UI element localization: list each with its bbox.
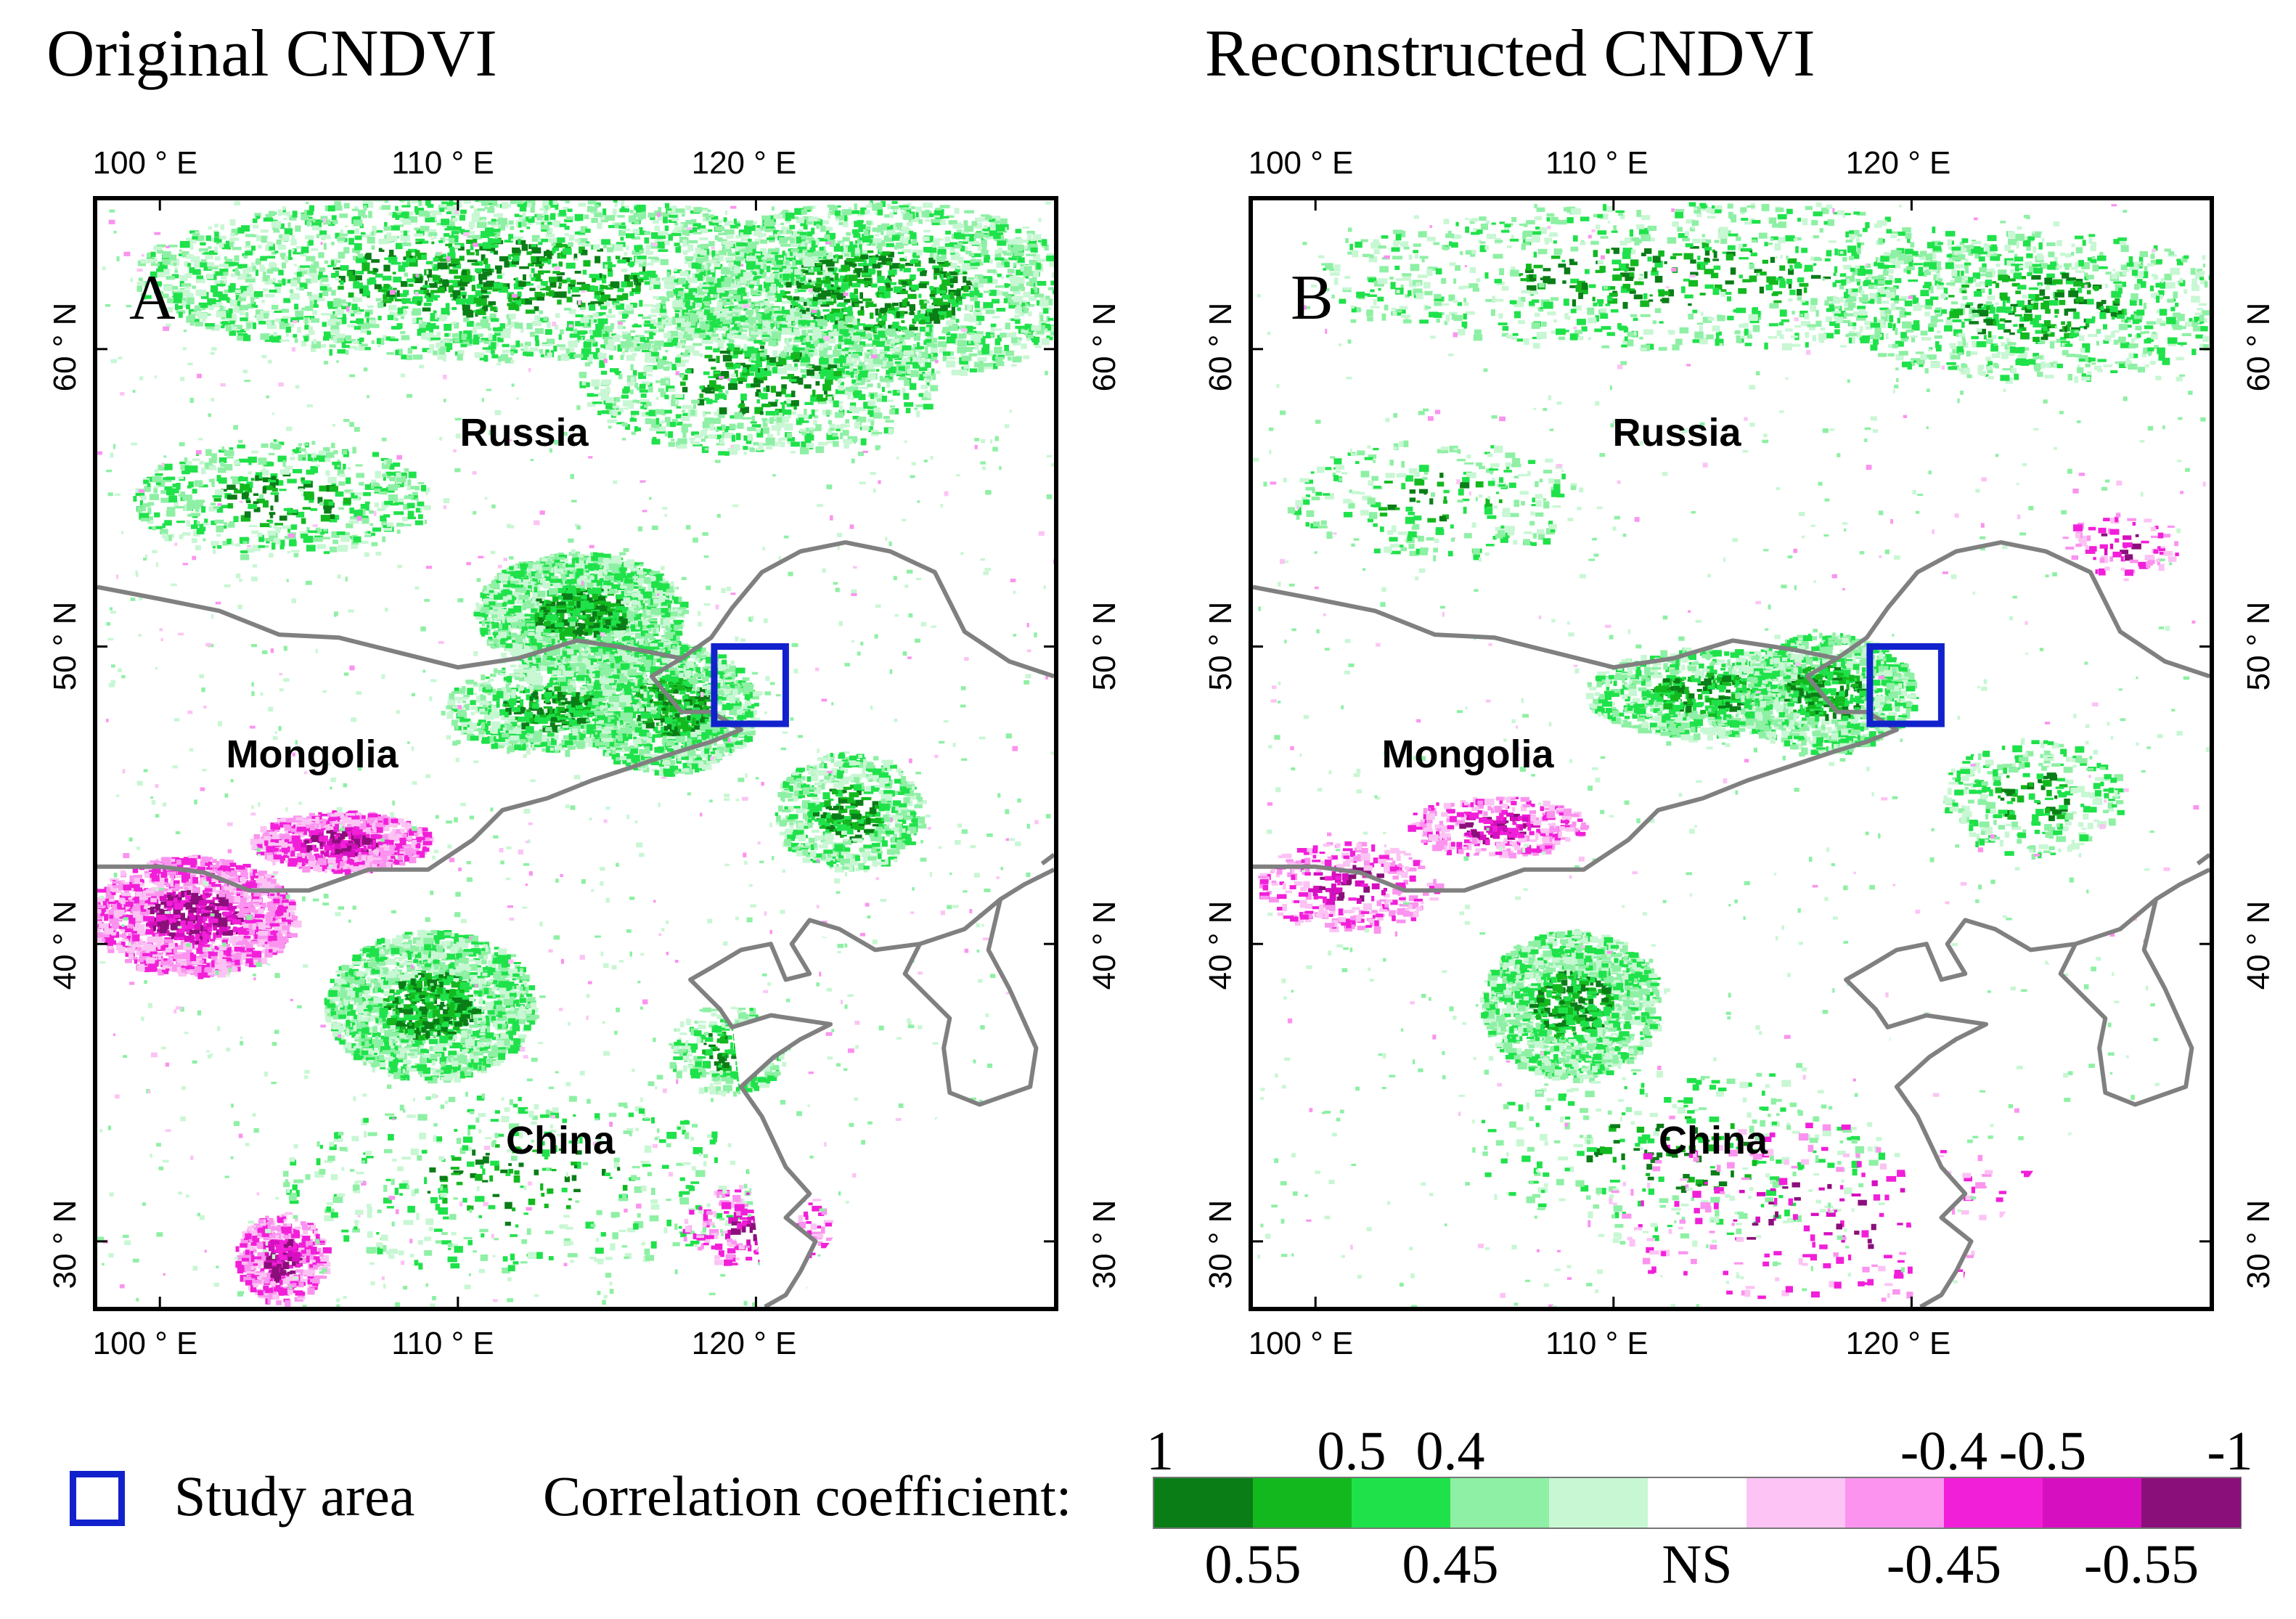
country-border-0 xyxy=(1253,540,2210,679)
colorbar-cell-10 xyxy=(2141,1478,2241,1528)
map-a-canvas xyxy=(97,200,1054,1307)
study-area-box xyxy=(711,643,789,727)
panel-a-label-mongolia: Mongolia xyxy=(226,732,399,777)
sea-area xyxy=(690,920,1054,1307)
panel-a-letter: A xyxy=(129,261,176,335)
panel-a-lon-top-110: 110 ° E xyxy=(391,145,494,182)
panel-b-lat-left-40: 40 ° N xyxy=(1203,901,1239,990)
panel-a-label-russia: Russia xyxy=(459,410,588,455)
panel-a-lon-bottom-110: 110 ° E xyxy=(391,1326,494,1362)
panel-b-lat-left-30: 30 ° N xyxy=(1203,1200,1239,1289)
colorbar-top-label: 0.4 xyxy=(1416,1420,1485,1483)
panel-b-lon-bottom-100: 100 ° E xyxy=(1249,1326,1354,1362)
panel-a-lat-left-50: 50 ° N xyxy=(47,602,83,691)
panel-a-lon-bottom-120: 120 ° E xyxy=(692,1326,797,1362)
sea-area-east xyxy=(988,869,1054,1087)
panel-a-lat-left-60: 60 ° N xyxy=(47,303,83,392)
colorbar-cell-8 xyxy=(1944,1478,2043,1528)
colorbar-top-label: -0.4 xyxy=(1900,1420,1987,1483)
colorbar-bottom-label: -0.45 xyxy=(1887,1533,2001,1596)
panel-a-lat-left-30: 30 ° N xyxy=(47,1200,83,1289)
panel-b-label-mongolia: Mongolia xyxy=(1382,732,1554,777)
graticule-ticks xyxy=(97,200,1054,1307)
panel-b-lat-left-60: 60 ° N xyxy=(1203,303,1239,392)
study-area-box xyxy=(1866,643,1945,727)
colorbar-bottom-label: 0.45 xyxy=(1402,1533,1499,1596)
panel-b-lon-top-120: 120 ° E xyxy=(1846,145,1951,182)
colorbar-cell-5 xyxy=(1648,1478,1747,1528)
panel-a-lat-right-30: 30 ° N xyxy=(1087,1200,1123,1289)
colorbar-cell-6 xyxy=(1746,1478,1846,1528)
panel-a-lat-left-40: 40 ° N xyxy=(47,901,83,990)
country-border-3 xyxy=(902,899,1039,1107)
colorbar-cell-0 xyxy=(1154,1478,1254,1528)
colorbar-top-label: 1 xyxy=(1146,1420,1174,1483)
country-border-2 xyxy=(688,868,1054,1307)
map-panel-b xyxy=(1249,196,2214,1311)
colorbar-bottom-label: NS xyxy=(1662,1533,1732,1596)
panel-b-lat-right-30: 30 ° N xyxy=(2241,1200,2277,1289)
panel-b-label-china: China xyxy=(1659,1118,1768,1163)
graticule-ticks xyxy=(1253,200,2210,1307)
panel-a-lon-top-120: 120 ° E xyxy=(692,145,797,182)
panel-a-title: Original CNDVI xyxy=(46,15,497,91)
panel-b-label-russia: Russia xyxy=(1612,410,1741,455)
colorbar-top-label: -1 xyxy=(2207,1420,2252,1483)
vegetation-pixels xyxy=(97,200,1054,1307)
panel-a-lon-bottom-100: 100 ° E xyxy=(93,1326,198,1362)
colorbar-cell-7 xyxy=(1845,1478,1945,1528)
colorbar-cell-3 xyxy=(1450,1478,1550,1528)
colorbar xyxy=(1153,1477,2242,1529)
colorbar-top-label: 0.5 xyxy=(1317,1420,1386,1483)
country-border-4 xyxy=(2196,852,2210,865)
study-area-label: Study area xyxy=(174,1464,414,1529)
colorbar-cell-1 xyxy=(1253,1478,1352,1528)
panel-b-lat-left-50: 50 ° N xyxy=(1203,602,1239,691)
panel-a-label-china: China xyxy=(506,1118,615,1163)
map-panel-a xyxy=(93,196,1058,1311)
study-area-swatch xyxy=(70,1471,125,1526)
panel-a-lat-right-50: 50 ° N xyxy=(1087,602,1123,691)
colorbar-cell-2 xyxy=(1352,1478,1451,1528)
colorbar-top-label: -0.5 xyxy=(1999,1420,2086,1483)
map-b-canvas xyxy=(1253,200,2210,1307)
panel-b-lat-right-40: 40 ° N xyxy=(2241,901,2277,990)
panel-b-lon-top-100: 100 ° E xyxy=(1249,145,1354,182)
colorbar-bottom-label: -0.55 xyxy=(2084,1533,2199,1596)
correlation-label: Correlation coefficient: xyxy=(543,1464,1071,1529)
colorbar-cell-9 xyxy=(2043,1478,2142,1528)
panel-b-lat-right-60: 60 ° N xyxy=(2241,303,2277,392)
panel-b-letter: B xyxy=(1291,261,1333,335)
colorbar-cell-4 xyxy=(1549,1478,1649,1528)
panel-b-lon-top-110: 110 ° E xyxy=(1545,145,1649,182)
panel-b-title: Reconstructed CNDVI xyxy=(1205,15,1815,91)
panel-b-lat-right-50: 50 ° N xyxy=(2241,602,2277,691)
panel-a-lon-top-100: 100 ° E xyxy=(93,145,198,182)
colorbar-bottom-label: 0.55 xyxy=(1205,1533,1302,1596)
vegetation-pixels xyxy=(1253,202,2210,1307)
country-border-4 xyxy=(1040,852,1054,865)
panel-a-lat-right-40: 40 ° N xyxy=(1087,901,1123,990)
panel-b-lon-bottom-110: 110 ° E xyxy=(1545,1326,1649,1362)
country-border-3 xyxy=(2058,899,2194,1107)
panel-a-lat-right-60: 60 ° N xyxy=(1087,303,1123,392)
country-border-2 xyxy=(1844,868,2210,1307)
sea-area xyxy=(1846,920,2210,1307)
sea-area-east xyxy=(2144,869,2210,1087)
panel-b-lon-bottom-120: 120 ° E xyxy=(1846,1326,1951,1362)
